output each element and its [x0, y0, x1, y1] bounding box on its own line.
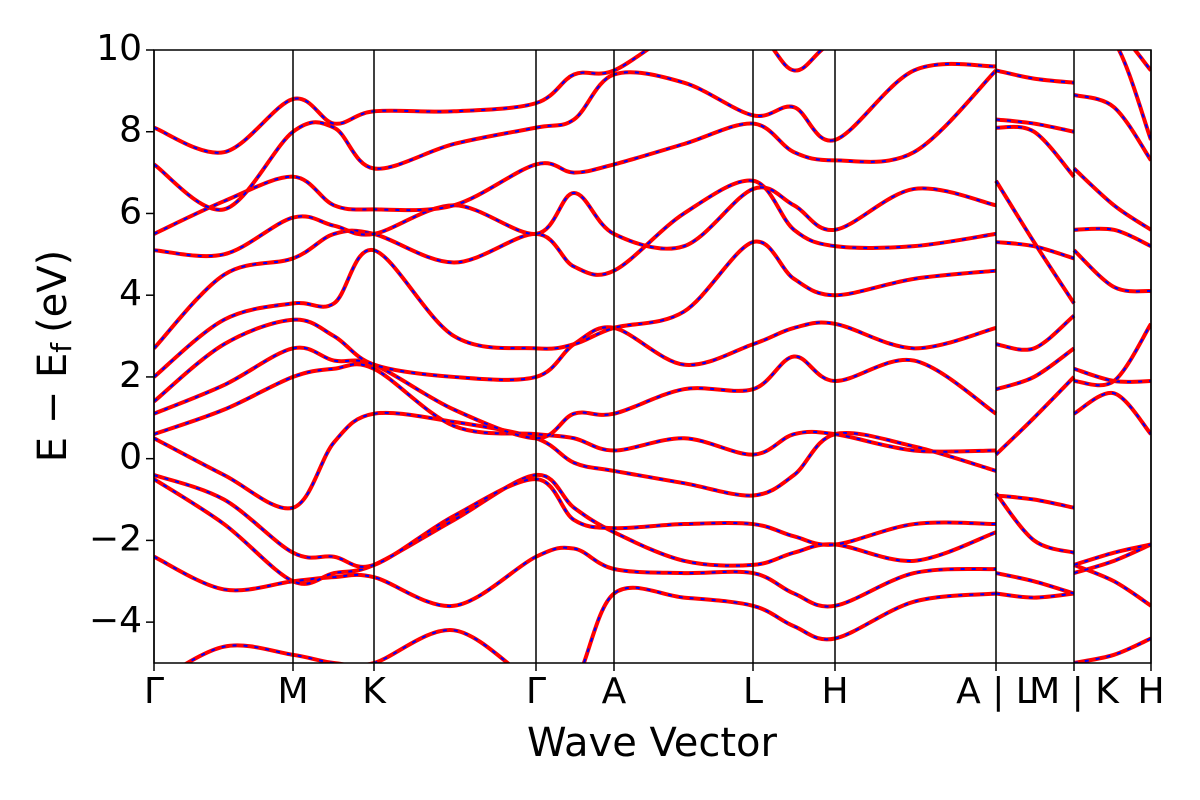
y-tick-label: 4 [119, 273, 142, 314]
x-tick-label: M [277, 671, 308, 712]
x-tick-label: Γ [144, 671, 164, 712]
x-tick-label: H [821, 671, 848, 712]
band-overlay [154, 474, 1151, 568]
y-tick-label: −2 [89, 518, 142, 559]
y-tick-label: 2 [119, 355, 142, 396]
band-overlay [154, 93, 1151, 258]
band-line [154, 93, 1151, 259]
band-line [154, 50, 825, 155]
x-axis-label: Wave Vector [527, 720, 778, 766]
band-overlay [185, 586, 1151, 663]
bands [154, 50, 1151, 663]
band-overlay [154, 180, 1151, 378]
band-line [154, 473, 1151, 586]
x-tick-label: A [602, 671, 627, 712]
band-line [154, 314, 1151, 441]
x-tick-label: H [1137, 671, 1164, 712]
band-overlay [154, 474, 1151, 585]
band-overlay [154, 347, 1151, 456]
x-tick-label: Γ [526, 671, 546, 712]
band-overlay [154, 50, 1151, 235]
x-tick-label: M | K [1029, 671, 1120, 712]
band-overlay [154, 50, 1151, 211]
band-overlay [154, 314, 1151, 440]
x-tick-label: L [743, 671, 763, 712]
band-line [154, 473, 1151, 569]
y-label-unit: (eV) [30, 250, 76, 333]
band-overlay [154, 125, 1151, 350]
y-axis-label: E − Ef (eV) [30, 250, 78, 463]
x-tick-label: K [362, 671, 387, 712]
band-overlay [154, 50, 824, 154]
band-overlay [154, 376, 1151, 510]
band-line [154, 50, 1151, 236]
band-overlay [154, 546, 1151, 608]
y-tick-label: 10 [96, 28, 142, 69]
y-tick-label: 6 [119, 191, 142, 232]
y-tick-label: −4 [89, 600, 142, 641]
x-tick-label: A | L [956, 671, 1036, 712]
band-line [154, 124, 1151, 350]
y-label-main: E − E [30, 353, 76, 463]
y-tick-label: 8 [119, 110, 142, 151]
y-tick-label: 0 [119, 437, 142, 478]
y-label-sub: f [45, 342, 78, 353]
